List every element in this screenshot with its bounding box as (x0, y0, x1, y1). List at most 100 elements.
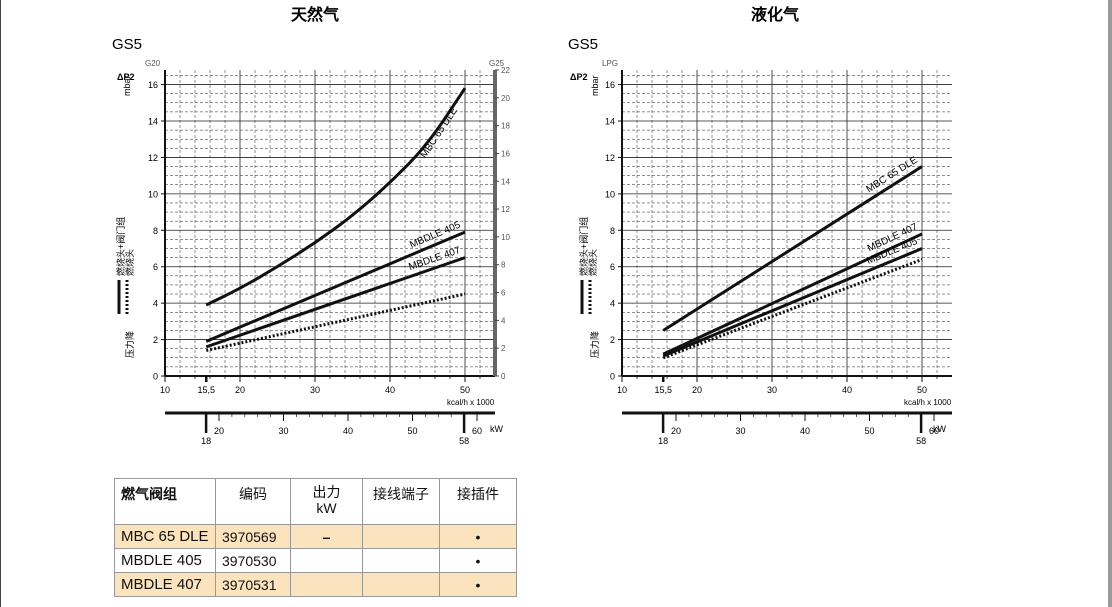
header-terminal: 接线端子 (362, 478, 440, 525)
y-tick-label: 6 (610, 262, 615, 272)
y-tick-label: 4 (153, 299, 158, 309)
x-tick-label: 50 (460, 385, 470, 395)
y-tick-label: 8 (610, 226, 615, 236)
chart-title: 天然气 (291, 5, 339, 24)
series-line-mbc-65-dle (205, 87, 467, 307)
y2-tick-label: 0 (501, 372, 506, 381)
y-axis-symbol: ΔP2 (570, 72, 587, 82)
y2-tick-label: 10 (501, 233, 510, 242)
table-header-row: 燃气阀组 编码 出力 kW 接线端子 接插件 (114, 478, 517, 525)
kw-tick-label: 20 (671, 426, 681, 436)
row-code: 3970530 (215, 548, 291, 573)
table-row: MBDLE 405 3970530 • (114, 548, 517, 573)
x-tick-label: 40 (385, 385, 395, 395)
header-output-kw: 出力 kW (290, 478, 363, 525)
row-terminal (362, 548, 440, 573)
row-plug: • (439, 572, 517, 597)
x-tick-label: 40 (842, 385, 852, 395)
x-axis-label: kcal/h x 1000 (904, 398, 952, 407)
row-plug: • (439, 524, 517, 549)
y-axis-unit: mbar (122, 75, 132, 96)
row-kw (290, 548, 363, 573)
gas-label-right: G25 (489, 59, 505, 68)
y2-tick-label: 8 (501, 261, 506, 270)
y-tick-label: 2 (610, 335, 615, 345)
kw-unit: kW (933, 424, 947, 434)
y-tick-label: 14 (605, 117, 615, 127)
header-code: 编码 (215, 478, 291, 525)
kw-tick-label: 58 (916, 436, 926, 446)
header-valve-group: 燃气阀组 (114, 478, 216, 525)
charts-canvas: 天然气 GS5 G20 G25 ΔP2 mbar 压力降 燃烧头+阀门组 燃烧头… (112, 5, 952, 446)
gas-valve-table: 燃气阀组 编码 出力 kW 接线端子 接插件 MBC 65 DLE 397056… (114, 478, 517, 597)
x-tick-label: 30 (310, 385, 320, 395)
y2-tick-label: 6 (501, 289, 506, 298)
legend-label-head: 燃烧头 (124, 249, 135, 276)
y2-tick-label: 16 (501, 149, 510, 158)
kw-tick-label: 18 (201, 436, 211, 446)
kw-tick-label: 40 (343, 426, 353, 436)
window-left-edge (0, 0, 1, 607)
y-tick-label: 12 (148, 153, 158, 163)
y-axis-unit: mbar (590, 75, 600, 96)
y-tick-label: 0 (153, 372, 158, 382)
kw-tick-label: 60 (472, 426, 482, 436)
y-tick-label: 6 (153, 262, 158, 272)
series-line-mbdle-407 (205, 256, 466, 349)
grid (622, 70, 952, 376)
legend-label-head: 燃烧头 (587, 249, 598, 276)
y2-tick-label: 12 (501, 205, 510, 214)
x-tick-label: 20 (692, 385, 702, 395)
series-line-mbc-65-dle (662, 165, 923, 332)
y-tick-label: 12 (605, 153, 615, 163)
y-tick-label: 8 (153, 226, 158, 236)
kw-tick-label: 50 (407, 426, 417, 436)
y-tick-label: 14 (148, 117, 158, 127)
series-line-dotted (662, 258, 923, 360)
table-row: MBC 65 DLE 3970569 – • (114, 524, 517, 549)
table-row: MBDLE 407 3970531 • (114, 572, 517, 597)
y-tick-label: 16 (605, 80, 615, 90)
window-scrollbar-edge (1108, 0, 1112, 607)
y2-tick-label: 2 (501, 344, 506, 353)
kw-tick-label: 40 (800, 426, 810, 436)
chart-lpg: 液化气 GS5 LPG ΔP2 mbar 压力降 燃烧头+阀门组 燃烧头 kca… (568, 5, 952, 446)
series-line-dotted (205, 292, 466, 352)
legend-label-head-valve: 燃烧头+阀门组 (115, 217, 126, 276)
gas-label-left: G20 (145, 59, 161, 68)
x-tick-label: 20 (235, 385, 245, 395)
y-tick-label: 4 (610, 299, 615, 309)
kw-tick-label: 58 (459, 436, 469, 446)
x-tick-label: 10 (617, 385, 627, 395)
x-axis-label: kcal/h x 1000 (447, 398, 495, 407)
kw-unit: kW (490, 424, 504, 434)
row-plug: • (439, 548, 517, 573)
series-line-mbdle-405 (662, 247, 923, 358)
y-tick-label: 10 (148, 189, 158, 199)
y2-tick-label: 22 (501, 66, 510, 75)
y2-tick-label: 14 (501, 177, 510, 186)
series-line-mbdle-407 (662, 232, 923, 356)
x-tick-label: 15,5 (654, 385, 672, 395)
kw-tick-label: 60 (929, 426, 939, 436)
row-kw: – (290, 524, 363, 549)
grid (165, 70, 495, 376)
series-label: MBC 65 DLE (419, 105, 461, 160)
side-label-pressure-drop: 压力降 (589, 331, 600, 358)
y2-tick-label: 20 (501, 94, 510, 103)
row-kw (290, 572, 363, 597)
x-tick-label: 10 (160, 385, 170, 395)
gas-label-left: LPG (602, 59, 618, 68)
y2-tick-label: 18 (501, 122, 510, 131)
header-plug: 接插件 (439, 478, 517, 525)
row-terminal (362, 524, 440, 549)
series-line-mbdle-405 (205, 230, 466, 343)
model-label: GS5 (112, 36, 142, 53)
x-tick-label: 50 (917, 385, 927, 395)
row-name: MBC 65 DLE (114, 524, 216, 549)
row-code: 3970531 (215, 572, 291, 597)
x-tick-label: 30 (767, 385, 777, 395)
legend-label-head-valve: 燃烧头+阀门组 (578, 217, 589, 276)
row-name: MBDLE 407 (114, 572, 216, 597)
kw-tick-label: 30 (278, 426, 288, 436)
